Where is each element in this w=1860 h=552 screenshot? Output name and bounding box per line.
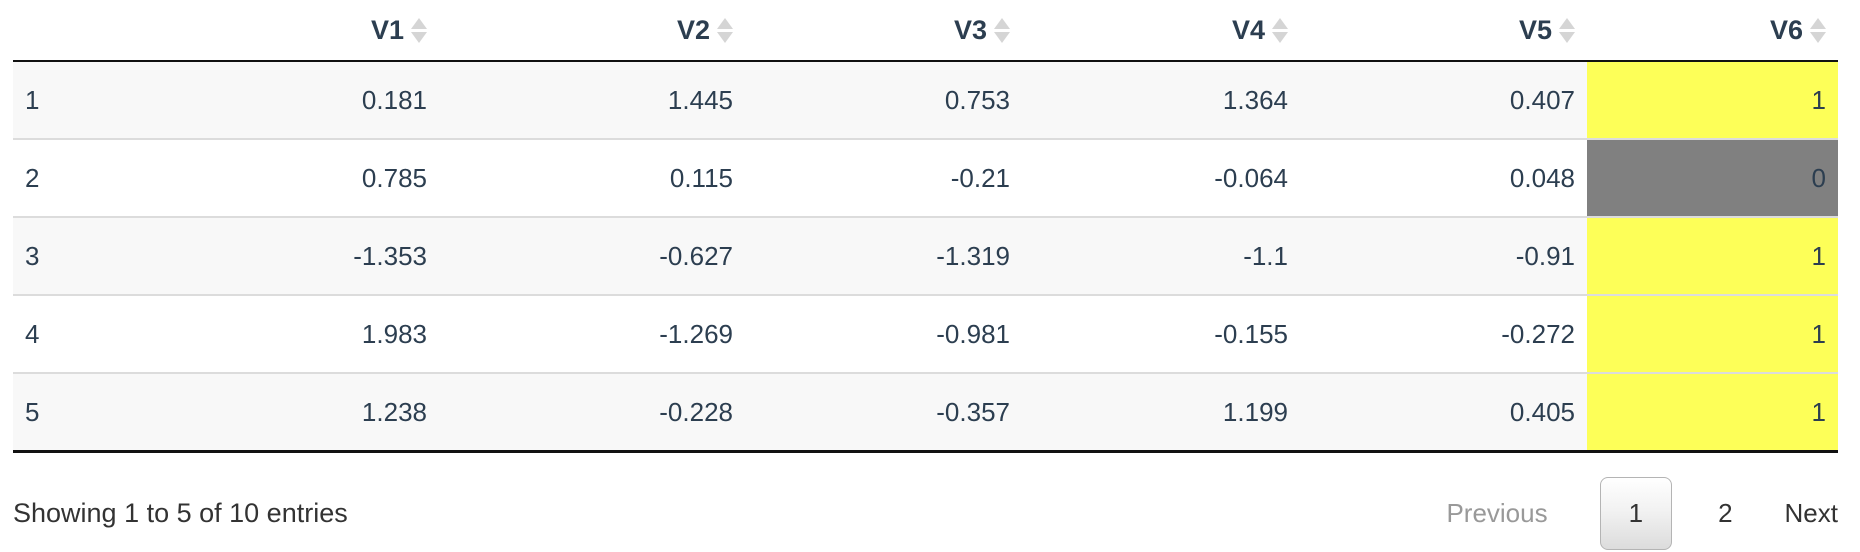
cell-v6-highlighted: 1 [1587,294,1838,373]
row-name-cell: 5 [13,372,133,452]
column-label: V5 [1518,15,1552,45]
cell-v4: -0.155 [1022,294,1300,373]
sort-desc-icon [994,31,1010,43]
sort-both-icon [1559,17,1575,43]
cell-v6-highlighted: 0 [1587,138,1838,217]
sort-desc-icon [717,31,733,43]
cell-v5: 0.048 [1300,138,1587,217]
table-row[interactable]: 5 1.238 -0.228 -0.357 1.199 0.405 1 [13,372,1838,452]
column-header-v2[interactable]: V2 [439,0,745,62]
pagination-previous[interactable]: Previous [1446,498,1548,528]
table-row[interactable]: 3 -1.353 -0.627 -1.319 -1.1 -0.91 1 [13,216,1838,295]
table-body: 1 0.181 1.445 0.753 1.364 0.407 1 2 0.785 0.115 -0… [13,61,1838,452]
column-header-v5[interactable]: V5 [1300,0,1587,62]
table-row[interactable]: 1 0.181 1.445 0.753 1.364 0.407 1 [13,61,1838,139]
table-header-row: V1 V2 V3 V4 V5 V6 [13,0,1838,62]
column-label: V6 [1769,15,1803,45]
sort-both-icon [411,17,427,43]
cell-v2: -0.228 [439,372,745,452]
column-label: V1 [370,15,404,45]
column-header-v3[interactable]: V3 [745,0,1022,62]
cell-v2: 0.115 [439,138,745,217]
sort-desc-icon [1272,31,1288,43]
cell-v1: -1.353 [133,216,439,295]
cell-v2: -1.269 [439,294,745,373]
cell-v6-highlighted: 1 [1587,216,1838,295]
table-row[interactable]: 4 1.983 -1.269 -0.981 -0.155 -0.272 1 [13,294,1838,373]
cell-v1: 0.181 [361,85,427,115]
cell-v4: -0.064 [1022,138,1300,217]
column-label: V4 [1231,15,1265,45]
sort-desc-icon [411,31,427,43]
row-name-column-header [13,0,133,62]
cell-v2: 1.445 [667,85,733,115]
sort-desc-icon [1810,31,1826,43]
pagination-page-2[interactable]: 2 [1718,498,1733,528]
sort-asc-icon [994,17,1010,29]
cell-v3: -0.357 [745,372,1022,452]
cell-v3: 0.753 [944,85,1010,115]
sort-both-icon [994,17,1010,43]
table-info: Showing 1 to 5 of 10 entries [13,498,348,528]
cell-v4: 1.199 [1022,372,1300,452]
sort-desc-icon [1559,31,1575,43]
pagination-next[interactable]: Next [1784,498,1838,528]
row-name-cell: 1 [25,85,40,115]
table-row[interactable]: 2 0.785 0.115 -0.21 -0.064 0.048 0 [13,138,1838,217]
pagination-page-1-current[interactable]: 1 [1599,477,1673,550]
cell-v3: -1.319 [745,216,1022,295]
cell-v5: 0.407 [1509,85,1575,115]
sort-asc-icon [1810,17,1826,29]
cell-v1: 1.238 [133,372,439,452]
sort-asc-icon [411,17,427,29]
cell-v5: 0.405 [1300,372,1587,452]
sort-both-icon [1272,17,1288,43]
cell-v6-highlighted: 1 [1587,61,1838,139]
data-table: V1 V2 V3 V4 V5 V6 1 0.181 1.445 0.753 1.364 0.407 1… [13,0,1838,453]
sort-asc-icon [717,17,733,29]
row-name-cell: 3 [13,216,133,295]
row-name-cell: 4 [13,294,133,373]
column-label: V3 [953,15,987,45]
sort-both-icon [1810,17,1826,43]
cell-v1: 0.785 [133,138,439,217]
cell-v6-highlighted: 1 [1587,372,1838,452]
cell-v3: -0.981 [745,294,1022,373]
sort-asc-icon [1559,17,1575,29]
column-header-v6[interactable]: V6 [1587,0,1838,62]
column-header-v1[interactable]: V1 [133,0,439,62]
row-name-cell: 2 [13,138,133,217]
cell-v5: -0.272 [1300,294,1587,373]
column-label: V2 [676,15,710,45]
cell-v5: -0.91 [1300,216,1587,295]
sort-both-icon [717,17,733,43]
column-header-v4[interactable]: V4 [1022,0,1300,62]
sort-asc-icon [1272,17,1288,29]
cell-v4: 1.364 [1222,85,1288,115]
cell-v3: -0.21 [745,138,1022,217]
cell-v1: 1.983 [133,294,439,373]
cell-v4: -1.1 [1022,216,1300,295]
cell-v2: -0.627 [439,216,745,295]
